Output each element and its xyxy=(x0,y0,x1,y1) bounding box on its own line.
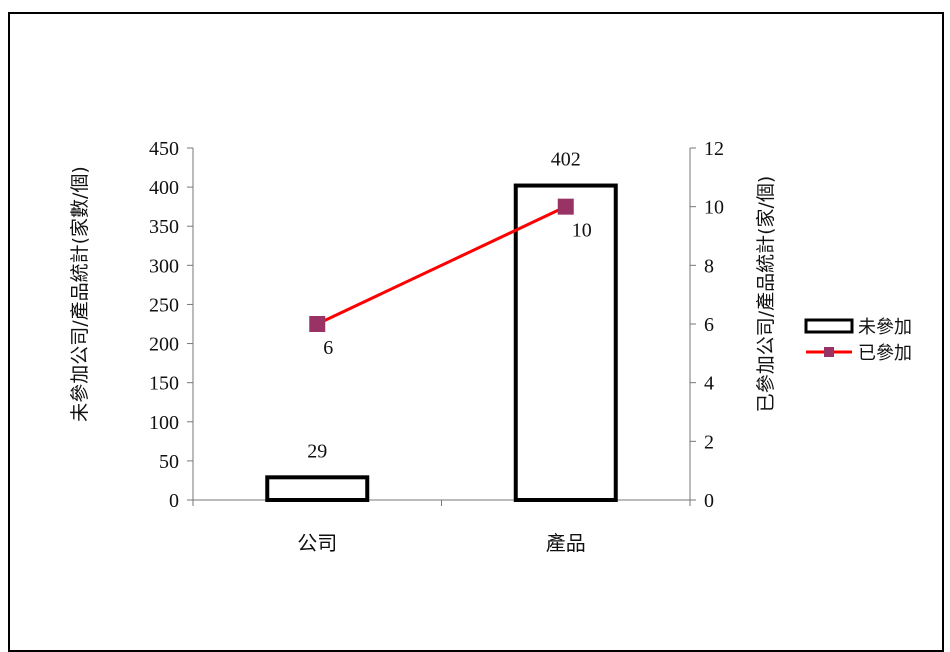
line-marker xyxy=(309,316,326,332)
left-tick-label: 300 xyxy=(149,255,179,277)
right-tick-label: 8 xyxy=(704,255,714,277)
right-tick-label: 4 xyxy=(704,373,714,395)
category-label: 產品 xyxy=(546,531,586,555)
bar-data-label: 29 xyxy=(307,440,327,462)
left-tick-label: 250 xyxy=(149,294,179,316)
right-axis-title: 已參加公司/產品統計(家/個) xyxy=(755,176,777,413)
line-marker xyxy=(557,198,574,215)
left-axis-title: 未參加公司/產品統計(家數/個) xyxy=(69,166,91,422)
right-tick-label: 6 xyxy=(704,314,714,336)
left-tick-label: 400 xyxy=(149,177,179,199)
bar xyxy=(265,475,370,502)
series-line xyxy=(316,205,567,326)
category-label: 公司 xyxy=(297,531,337,555)
legend-swatch-bar xyxy=(804,318,854,334)
left-tick-label: 200 xyxy=(149,334,179,356)
left-tick-label: 150 xyxy=(149,373,179,395)
right-tick-label: 12 xyxy=(704,138,724,160)
combo-chart: 0 50 100 150 200 250 300 350 400 450 0 2 4 6 8 10 12 公司 產品… xyxy=(69,138,912,555)
right-tick-label: 2 xyxy=(704,431,714,453)
left-tick-label: 350 xyxy=(149,216,179,238)
left-tick-label: 50 xyxy=(159,451,179,473)
right-tick-label: 0 xyxy=(704,490,714,512)
left-tick-label: 450 xyxy=(149,138,179,160)
line-data-label: 10 xyxy=(572,220,592,242)
legend-swatch-marker xyxy=(824,347,834,357)
bar xyxy=(513,183,618,502)
left-tick-label: 100 xyxy=(149,412,179,434)
left-tick-label: 0 xyxy=(169,490,179,512)
legend-label: 未參加 xyxy=(858,317,912,338)
bar-data-label: 402 xyxy=(551,149,581,171)
right-tick-label: 10 xyxy=(704,197,724,219)
legend-label: 已參加 xyxy=(858,343,912,364)
line-data-label: 6 xyxy=(323,337,333,359)
